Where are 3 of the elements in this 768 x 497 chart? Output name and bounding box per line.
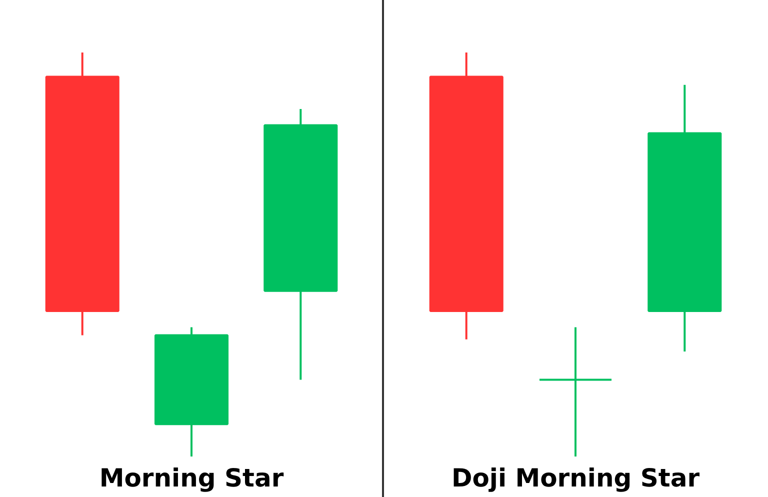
text: Doji Morning Star (451, 464, 700, 492)
text: Morning Star (99, 464, 284, 492)
candlestick (538, 326, 613, 456)
